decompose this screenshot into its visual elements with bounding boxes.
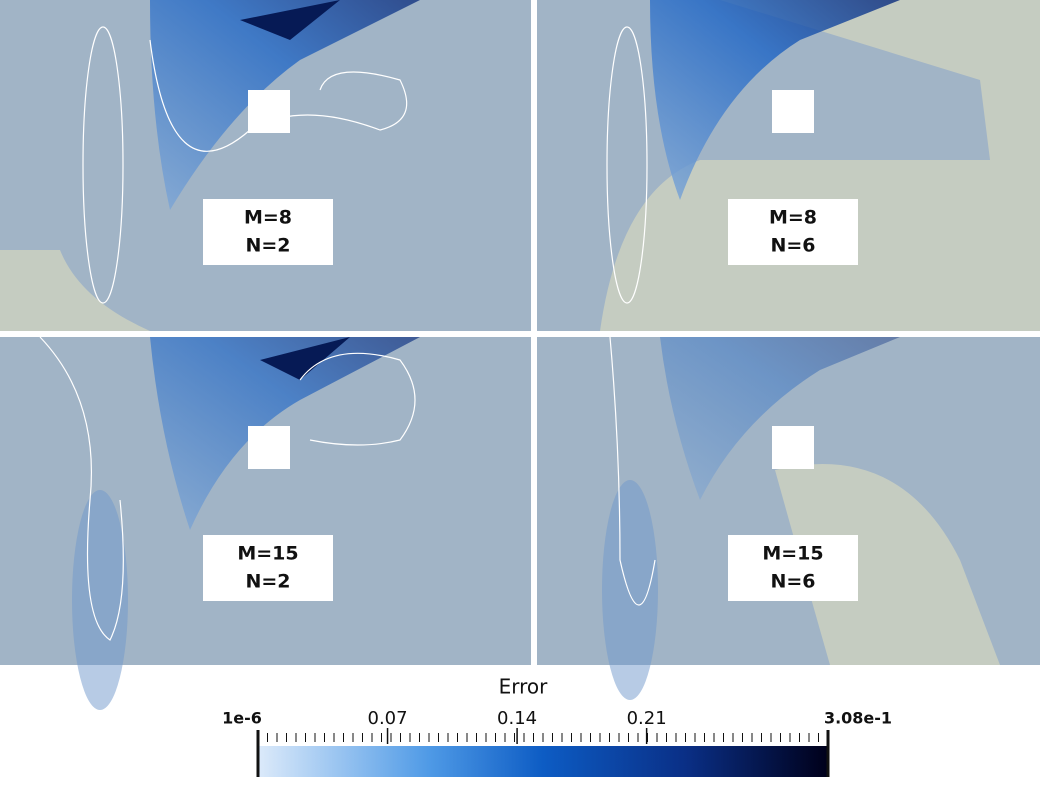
- tick-label: 1e-6: [222, 709, 262, 728]
- label-box: [728, 535, 858, 601]
- panel-label: N=6: [770, 235, 815, 257]
- colorbar-title: Error: [499, 675, 549, 699]
- label-box: [728, 199, 858, 265]
- error-field: [650, 0, 900, 200]
- obstacle: [772, 426, 814, 469]
- error-field: [240, 0, 340, 40]
- tick-label: 3.08e-1: [824, 709, 892, 728]
- error-field: [150, 337, 420, 530]
- panel-label: M=15: [762, 543, 823, 565]
- tick-label: 0.21: [627, 708, 667, 729]
- region: [775, 464, 1000, 665]
- error-field: [660, 337, 900, 500]
- tick-label: 0.14: [497, 708, 537, 729]
- obstacle: [248, 426, 290, 469]
- panel-label: M=8: [769, 207, 817, 229]
- tick-label: 0.07: [368, 708, 408, 729]
- error-field: [260, 337, 350, 380]
- region: [537, 0, 990, 331]
- obstacle: [772, 90, 814, 133]
- panel-label: N=2: [245, 571, 290, 593]
- contours: [39, 26, 656, 641]
- error-field: [72, 490, 128, 710]
- panel-label: N=2: [245, 235, 290, 257]
- panel-label: M=8: [244, 207, 292, 229]
- colorbar: [258, 746, 828, 777]
- panel-label: N=6: [770, 571, 815, 593]
- minor-ticks: [257, 733, 829, 742]
- panel-label: M=15: [237, 543, 298, 565]
- obstacle: [248, 90, 290, 133]
- error-field: [602, 480, 658, 700]
- region: [0, 250, 150, 331]
- label-box: [203, 535, 333, 601]
- error-field: [150, 0, 420, 210]
- label-box: [203, 199, 333, 265]
